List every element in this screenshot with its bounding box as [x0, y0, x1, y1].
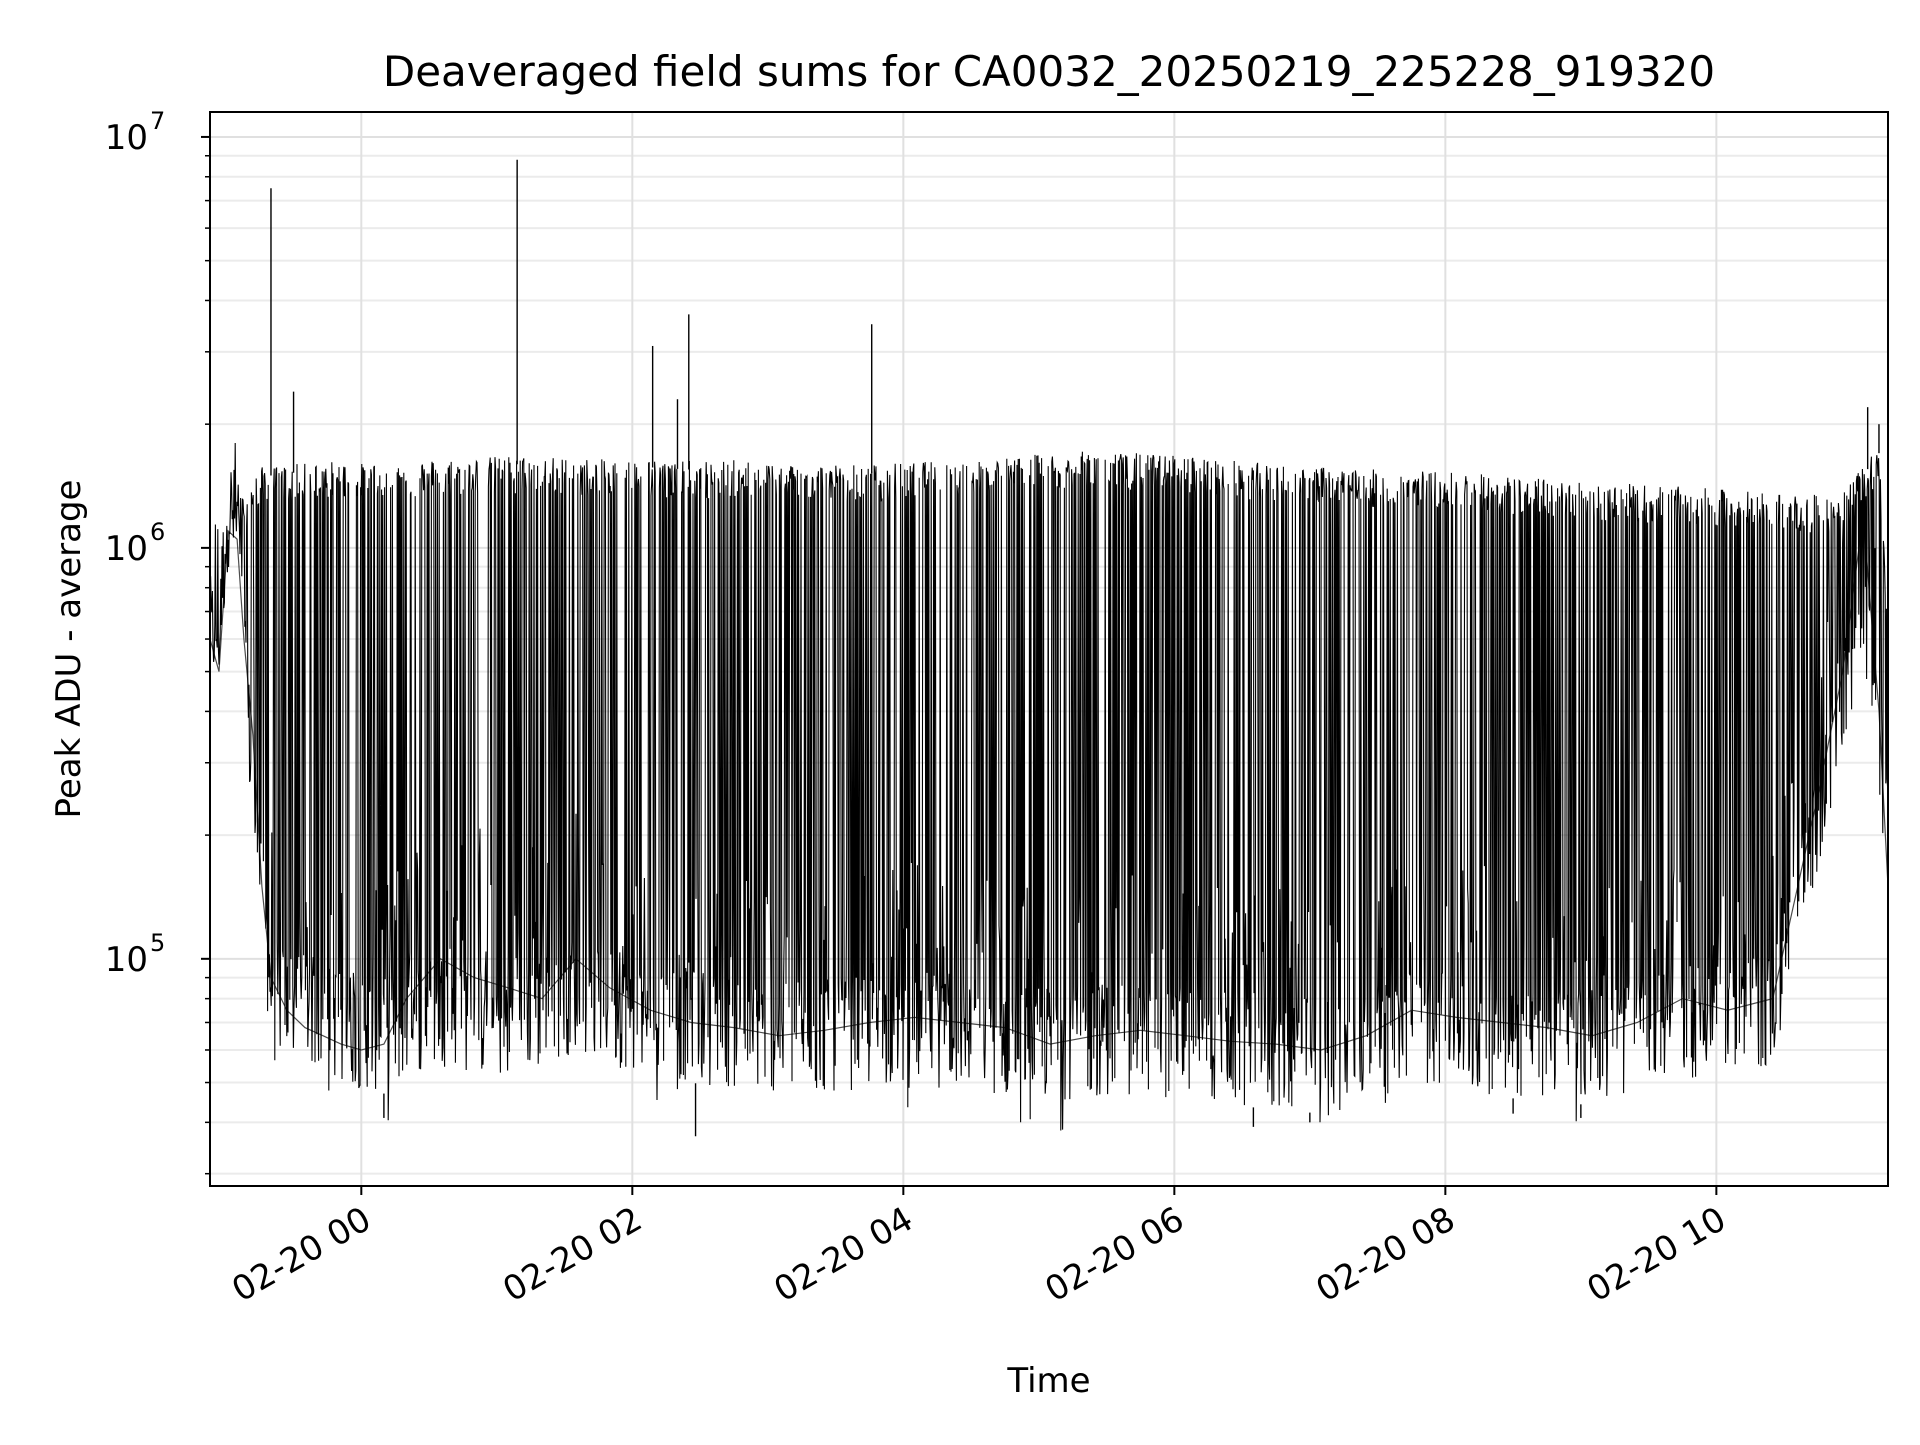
y-tick-label: 10 [105, 118, 148, 158]
y-tick-exponent: 7 [150, 107, 165, 135]
data-series-line [209, 442, 1889, 1131]
y-tick-label: 10 [105, 940, 148, 980]
chart-title: Deaveraged field sums for CA0032_2025021… [383, 47, 1715, 96]
data-layer [209, 159, 1889, 1137]
y-tick-label: 10 [105, 529, 148, 569]
y-tick-exponent: 6 [150, 518, 165, 546]
axes-frame [209, 111, 1889, 1187]
y-tick-exponent: 5 [150, 929, 165, 957]
y-axis-label: Peak ADU - average [49, 480, 89, 819]
data-series-trend [209, 515, 1889, 1051]
x-axis-label: Time [1006, 1361, 1090, 1401]
